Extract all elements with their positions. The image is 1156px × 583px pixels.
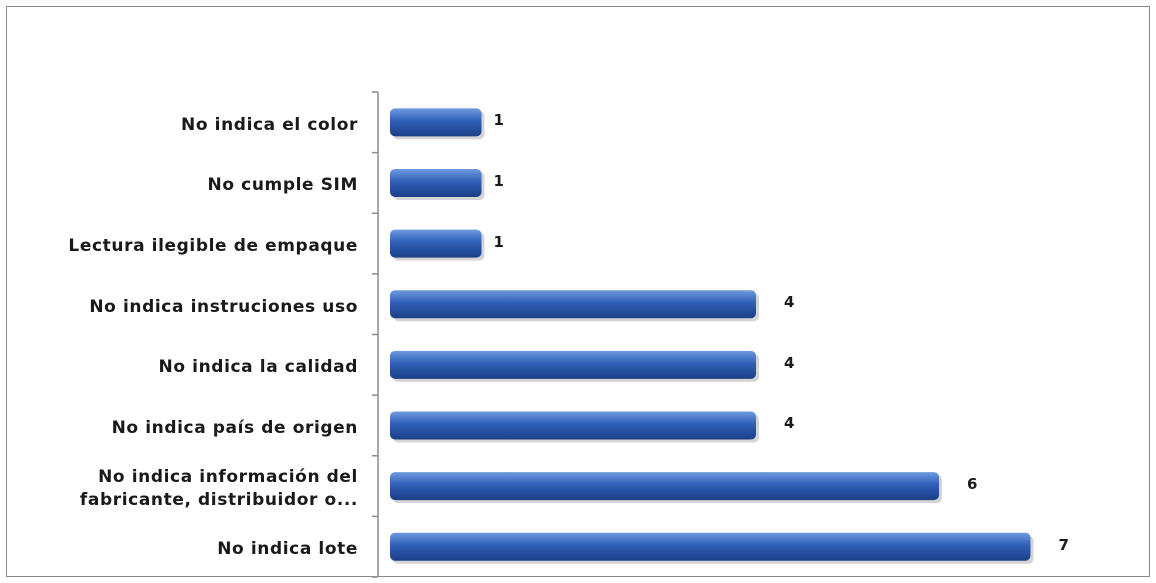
category-label-line: No indica instruciones uso: [89, 296, 358, 317]
bar: [390, 290, 756, 319]
category-label: No indica el color: [0, 114, 358, 137]
value-label: 6: [967, 475, 978, 494]
value-label: 1: [493, 111, 504, 130]
bar: [390, 168, 482, 197]
value-label: 4: [784, 353, 795, 372]
category-label: No indica lote: [0, 538, 358, 561]
category-label-line: No cumple SIM: [207, 175, 358, 196]
bar: [390, 472, 939, 501]
bar: [390, 411, 756, 440]
category-label-line: fabricante, distribuidor o...: [79, 490, 358, 511]
category-label-line: Lectura ilegible de empaque: [68, 236, 358, 257]
bar: [390, 229, 482, 258]
category-label: No indica país de origen: [0, 417, 358, 440]
value-label: 1: [493, 232, 504, 251]
category-label: No cumple SIM: [0, 174, 358, 197]
category-label-line: No indica la calidad: [158, 357, 358, 378]
category-label-line: No indica país de origen: [111, 417, 358, 438]
category-label-line: No indica información del: [98, 467, 358, 488]
category-label: Lectura ilegible de empaque: [0, 235, 358, 258]
value-label: 7: [1058, 535, 1069, 554]
bar: [390, 350, 756, 379]
category-label: No indica la calidad: [0, 356, 358, 379]
category-label: No indica información del fabricante, dis…: [0, 466, 358, 512]
bar: [390, 532, 1031, 561]
category-label-line: No indica el color: [181, 114, 358, 135]
category-label-line: No indica lote: [217, 539, 358, 560]
value-label: 4: [784, 414, 795, 433]
value-label: 4: [784, 293, 795, 312]
value-label: 1: [493, 171, 504, 190]
bar: [390, 108, 482, 137]
category-label: No indica instruciones uso: [0, 296, 358, 319]
